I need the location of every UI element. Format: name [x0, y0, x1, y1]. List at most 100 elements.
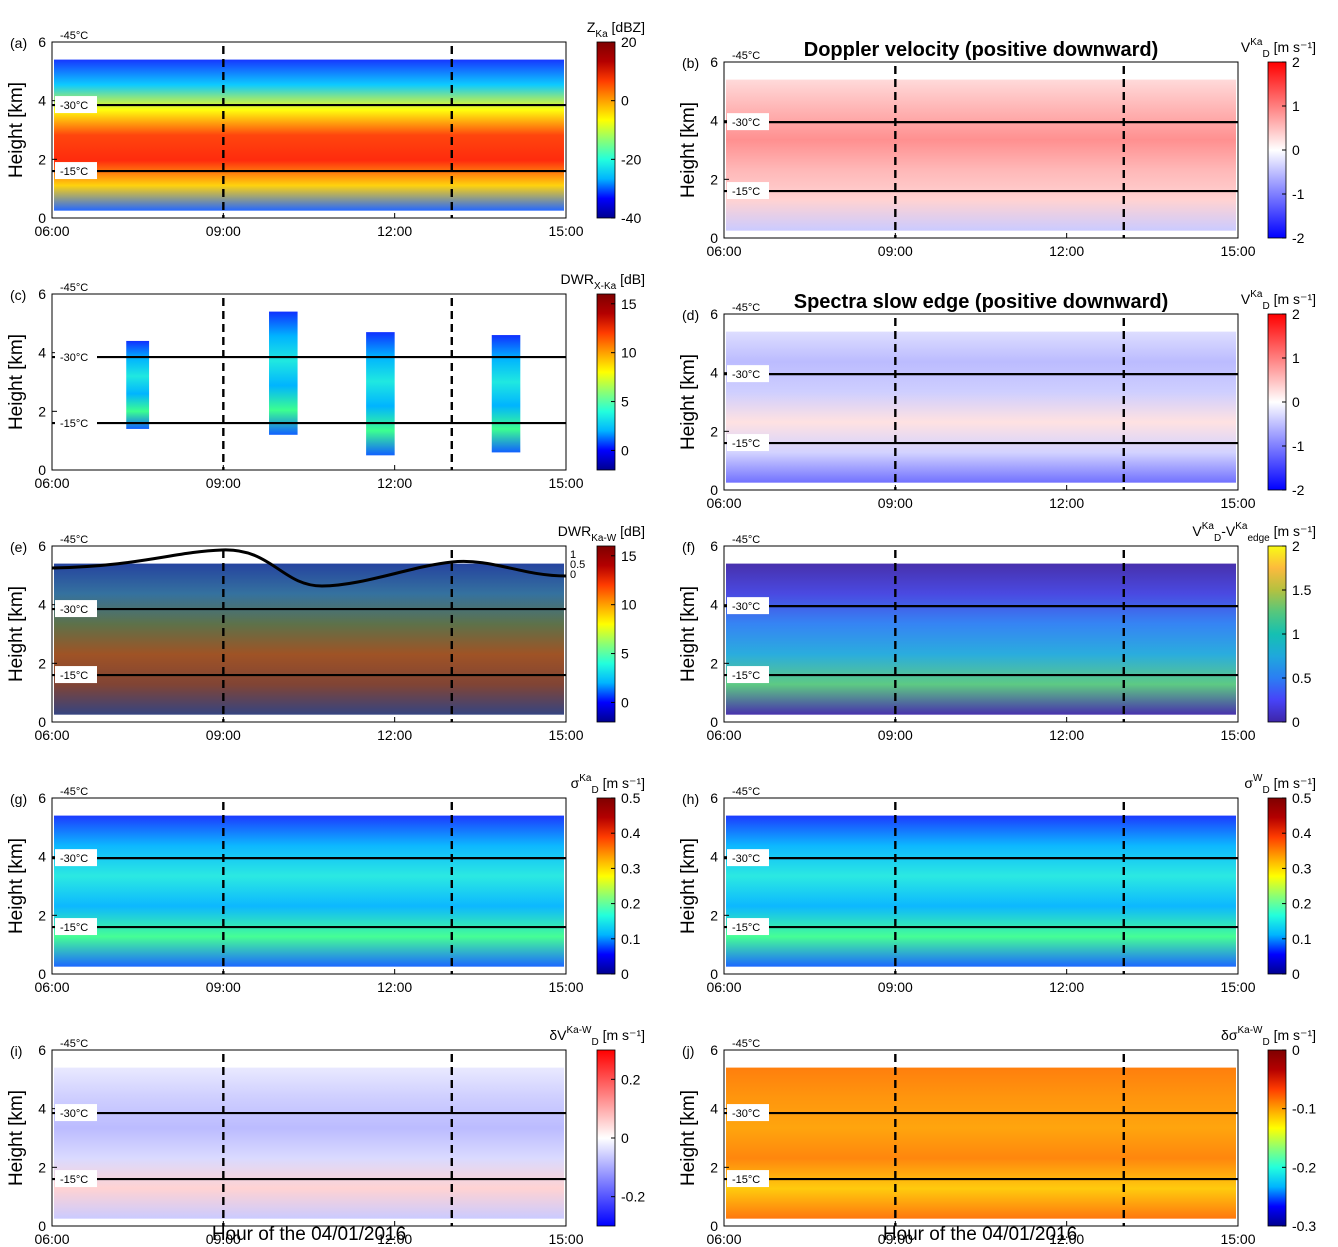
x-tick-label: 09:00: [878, 243, 913, 259]
colorbar-label: σKaD [m s⁻¹]: [571, 773, 645, 796]
right-axis-tick: 0.5: [570, 559, 585, 571]
panel-title: Spectra slow edge (positive downward): [794, 291, 1169, 313]
colorbar-tick-label: 0.2: [1292, 896, 1312, 912]
y-tick-label: 2: [38, 151, 46, 167]
y-tick-label: 0: [38, 1218, 46, 1234]
isotherm-label-box: [55, 414, 97, 432]
x-tick-label: 15:00: [548, 1231, 583, 1247]
y-tick-label: 2: [38, 403, 46, 419]
isotherm-label: -30°C: [60, 352, 88, 364]
y-tick-label: 6: [710, 790, 718, 806]
y-tick-label: 0: [38, 714, 46, 730]
x-tick-label: 09:00: [878, 727, 913, 743]
x-tick-label: 06:00: [706, 727, 741, 743]
panel-i: 0 2 4 6 06:00 09:00 12:00 15:00 Height [km] (i) -4…: [6, 1025, 645, 1247]
isotherm-label-box: [55, 96, 97, 114]
y-tick-label: 0: [710, 966, 718, 982]
colorbar: [1267, 797, 1287, 975]
x-tick-label: 06:00: [34, 475, 69, 491]
y-tick-label: 4: [38, 597, 46, 613]
colorbar-tick-label: -0.2: [1292, 1159, 1316, 1175]
y-tick-label: 0: [38, 966, 46, 982]
isotherm-label-box: [727, 434, 769, 452]
colorbar-tick-label: 10: [621, 345, 637, 361]
isotherm-label: -45°C: [60, 282, 88, 294]
axes-box: [51, 1049, 567, 1227]
isotherm-label: -45°C: [60, 534, 88, 546]
y-axis-label: Height [km]: [6, 334, 27, 430]
x-tick-label: 09:00: [878, 495, 913, 511]
y-tick-label: 6: [710, 538, 718, 554]
isotherm-label: -30°C: [732, 369, 760, 381]
y-tick-label: 0: [38, 462, 46, 478]
y-tick-label: 0: [38, 210, 46, 226]
x-tick-label: 09:00: [878, 1231, 913, 1247]
isotherm-label: -15°C: [732, 922, 760, 934]
y-tick-label: 6: [38, 790, 46, 806]
colorbar-tick-label: 0.2: [621, 896, 641, 912]
colorbar-tick-label: 15: [621, 548, 637, 564]
panel-b: 0 2 4 6 06:00 09:00 12:00 15:00 Height [km] (b) Do…: [678, 37, 1316, 259]
colorbar-tick-label: 0.2: [621, 1071, 641, 1087]
colorbar-tick-label: 0.1: [1292, 931, 1312, 947]
x-tick-label: 12:00: [377, 223, 412, 239]
colorbar-label: ZKa [dBZ]: [587, 19, 645, 40]
x-tick-label: 12:00: [377, 1231, 412, 1247]
y-tick-label: 4: [710, 365, 718, 381]
x-tick-label: 06:00: [706, 495, 741, 511]
echo-field: [54, 563, 564, 715]
isotherm-label-box: [727, 1170, 769, 1188]
echo-field: [726, 1067, 1236, 1219]
colorbar-tick-label: -2: [1292, 482, 1305, 498]
y-tick-label: 2: [710, 171, 718, 187]
y-tick-label: 0: [710, 230, 718, 246]
colorbar-tick-label: 20: [621, 34, 637, 50]
isotherm-label-box: [727, 113, 769, 131]
x-tick-label: 12:00: [377, 475, 412, 491]
x-tick-label: 06:00: [34, 223, 69, 239]
colorbar-tick-label: 0: [1292, 714, 1300, 730]
axes-box: [51, 545, 567, 723]
colorbar-tick-label: 0.3: [621, 860, 641, 876]
colorbar-tick-label: 0.3: [1292, 860, 1312, 876]
panel-label: (h): [682, 791, 699, 807]
panel-title: Doppler velocity (positive downward): [804, 39, 1159, 61]
colorbar-tick-label: 0: [621, 694, 629, 710]
x-tick-label: 12:00: [1049, 495, 1084, 511]
isotherm-label: -30°C: [732, 1108, 760, 1120]
axes-box: [51, 293, 567, 471]
y-tick-label: 4: [710, 1101, 718, 1117]
y-tick-label: 6: [38, 286, 46, 302]
colorbar-label: VKaD [m s⁻¹]: [1241, 289, 1316, 312]
echo-field: [54, 59, 564, 211]
x-tick-label: 15:00: [548, 223, 583, 239]
colorbar-tick-label: 0: [1292, 1042, 1300, 1058]
echo-field: [54, 815, 564, 967]
colorbar-tick-label: 0: [1292, 966, 1300, 982]
isotherm-label-box: [727, 666, 769, 684]
y-tick-label: 0: [710, 1218, 718, 1234]
isotherm-label-box: [55, 918, 97, 936]
y-axis-label: Height [km]: [678, 838, 699, 934]
colorbar-tick-label: -20: [621, 151, 641, 167]
y-tick-label: 4: [38, 93, 46, 109]
colorbar-tick-label: 10: [621, 597, 637, 613]
colorbar-tick-label: -40: [621, 210, 641, 226]
echo-segment: [366, 332, 395, 456]
colorbar-tick-label: 0.4: [1292, 825, 1312, 841]
isotherm-label: -15°C: [60, 1174, 88, 1186]
x-tick-label: 06:00: [34, 1231, 69, 1247]
colorbar-tick-label: 2: [1292, 54, 1300, 70]
panel-label: (b): [682, 55, 699, 71]
y-axis-label: Height [km]: [678, 586, 699, 682]
isotherm-label-box: [55, 348, 97, 366]
isotherm-label-box: [55, 1104, 97, 1122]
y-axis-label: Height [km]: [678, 354, 699, 450]
x-tick-label: 15:00: [548, 475, 583, 491]
colorbar-label: δσKa-WD [m s⁻¹]: [1221, 1025, 1316, 1048]
isotherm-label: -30°C: [60, 604, 88, 616]
x-tick-label: 09:00: [206, 1231, 241, 1247]
panel-label: (g): [10, 791, 27, 807]
y-axis-label: Height [km]: [6, 586, 27, 682]
axes-box: [723, 1049, 1239, 1227]
